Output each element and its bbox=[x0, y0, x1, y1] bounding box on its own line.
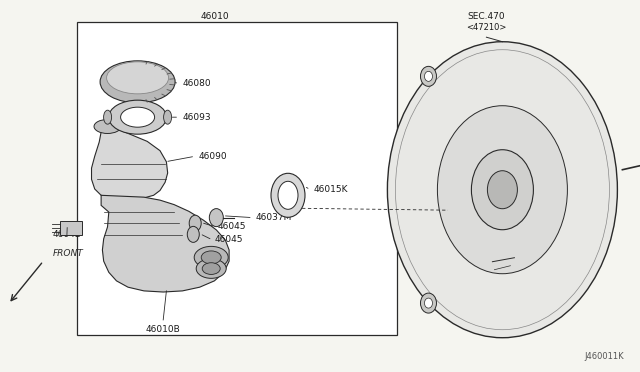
Ellipse shape bbox=[100, 61, 175, 103]
Ellipse shape bbox=[271, 173, 305, 217]
Ellipse shape bbox=[104, 110, 111, 124]
Ellipse shape bbox=[188, 226, 199, 243]
Ellipse shape bbox=[196, 259, 226, 278]
Ellipse shape bbox=[278, 181, 298, 209]
Text: 46015K: 46015K bbox=[314, 185, 348, 194]
Text: J460011K: J460011K bbox=[584, 352, 624, 361]
Ellipse shape bbox=[488, 171, 517, 209]
Ellipse shape bbox=[387, 42, 618, 338]
Text: 4604B: 4604B bbox=[52, 230, 82, 239]
Ellipse shape bbox=[189, 215, 201, 231]
Ellipse shape bbox=[424, 71, 433, 81]
Ellipse shape bbox=[472, 150, 533, 230]
Text: 46045: 46045 bbox=[214, 235, 243, 244]
Text: 46010: 46010 bbox=[200, 12, 228, 21]
Ellipse shape bbox=[420, 66, 436, 86]
Text: 46090: 46090 bbox=[198, 152, 227, 161]
Ellipse shape bbox=[209, 209, 223, 227]
Text: 46010B: 46010B bbox=[146, 325, 180, 334]
Ellipse shape bbox=[194, 246, 228, 269]
Text: 46045: 46045 bbox=[218, 222, 246, 231]
Text: 46093: 46093 bbox=[182, 113, 211, 122]
Ellipse shape bbox=[120, 107, 155, 127]
Ellipse shape bbox=[202, 263, 220, 275]
Polygon shape bbox=[92, 126, 168, 199]
Ellipse shape bbox=[164, 110, 172, 124]
Ellipse shape bbox=[420, 293, 436, 313]
Text: FRONT: FRONT bbox=[53, 250, 84, 259]
Ellipse shape bbox=[201, 251, 221, 264]
Bar bbox=[77, 22, 397, 335]
Ellipse shape bbox=[94, 119, 121, 134]
Text: 46080: 46080 bbox=[182, 79, 211, 88]
Ellipse shape bbox=[107, 62, 168, 94]
Bar bbox=[60, 221, 82, 235]
Polygon shape bbox=[101, 195, 229, 292]
Text: 46037M: 46037M bbox=[256, 213, 292, 222]
Text: SEC.470: SEC.470 bbox=[468, 12, 505, 21]
Text: <47210>: <47210> bbox=[466, 23, 507, 32]
Ellipse shape bbox=[424, 298, 433, 308]
Ellipse shape bbox=[109, 100, 166, 134]
Ellipse shape bbox=[437, 106, 568, 274]
